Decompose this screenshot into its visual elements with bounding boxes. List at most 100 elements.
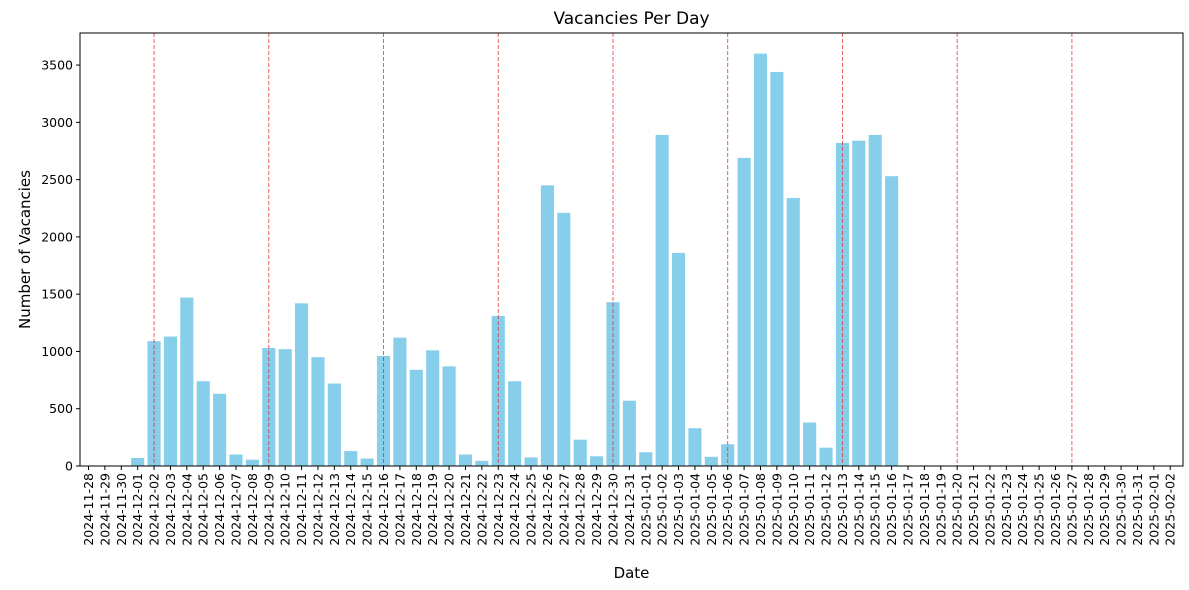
x-tick-label-2025-01-20: 2025-01-20 [950, 473, 965, 546]
bar-2024-12-04 [180, 297, 194, 466]
bar-2024-12-02 [147, 341, 161, 466]
x-tick-label-2024-12-08: 2024-12-08 [245, 473, 260, 546]
bar-2025-01-09 [770, 71, 784, 467]
bar-2024-12-28 [573, 439, 587, 466]
bar-2024-12-10 [278, 349, 292, 466]
y-tick-label-500: 500 [49, 401, 73, 416]
bars-group [131, 53, 899, 467]
x-axis-label: Date [614, 564, 650, 582]
x-tick-label-2024-12-07: 2024-12-07 [229, 473, 244, 546]
bar-2024-12-08 [245, 459, 259, 466]
y-axis-label: Number of Vacancies [16, 170, 34, 329]
bar-2024-12-29 [590, 456, 604, 466]
x-tick-label-2024-12-28: 2024-12-28 [573, 473, 588, 546]
x-axis-ticks: 2024-11-28 2024-11-29 2024-11-30 2024-12-01… [81, 466, 1178, 546]
bar-2024-12-31 [622, 400, 636, 466]
bar-2025-01-02 [655, 134, 669, 466]
bar-2024-12-03 [163, 336, 178, 466]
x-tick-label-2024-12-30: 2024-12-30 [605, 473, 620, 546]
y-tick-label-2500: 2500 [41, 172, 73, 187]
x-tick-label-2025-01-01: 2025-01-01 [638, 473, 653, 546]
bar-2025-01-07 [737, 157, 751, 466]
bar-2025-01-08 [753, 53, 768, 466]
bar-2024-12-20 [442, 366, 456, 466]
x-tick-label-2025-01-24: 2025-01-24 [1015, 473, 1030, 546]
x-tick-label-2025-01-13: 2025-01-13 [835, 473, 850, 546]
x-tick-label-2025-01-04: 2025-01-04 [687, 473, 702, 546]
x-tick-label-2025-01-02: 2025-01-02 [655, 473, 670, 546]
x-tick-label-2024-12-21: 2024-12-21 [458, 473, 473, 546]
x-tick-label-2024-12-09: 2024-12-09 [261, 473, 276, 546]
y-tick-label-1500: 1500 [41, 287, 73, 302]
x-tick-label-2024-12-29: 2024-12-29 [589, 473, 604, 546]
x-tick-label-2025-01-08: 2025-01-08 [753, 473, 768, 546]
x-tick-label-2024-12-17: 2024-12-17 [392, 473, 407, 546]
bar-2024-12-17 [393, 337, 407, 466]
x-tick-label-2025-02-01: 2025-02-01 [1146, 473, 1161, 546]
x-tick-label-2024-12-23: 2024-12-23 [491, 473, 506, 546]
y-tick-label-1000: 1000 [41, 344, 73, 359]
x-tick-label-2025-01-29: 2025-01-29 [1097, 473, 1112, 546]
x-tick-label-2024-12-27: 2024-12-27 [556, 473, 571, 546]
y-axis-ticks: 0 500 1000 1500 2000 2500 3000 3500 [41, 58, 80, 474]
x-tick-label-2025-01-11: 2025-01-11 [802, 473, 817, 546]
x-tick-label-2025-01-17: 2025-01-17 [901, 473, 916, 546]
x-tick-label-2025-01-12: 2025-01-12 [819, 473, 834, 546]
bar-2024-12-11 [295, 303, 309, 466]
x-tick-label-2024-12-12: 2024-12-12 [310, 473, 325, 546]
x-tick-label-2024-12-24: 2024-12-24 [507, 473, 522, 546]
bar-2025-01-16 [885, 176, 899, 466]
bar-2024-12-26 [540, 185, 554, 466]
bar-2024-12-22 [475, 460, 489, 466]
bar-2024-12-25 [524, 457, 538, 466]
bar-2024-12-05 [196, 381, 210, 466]
x-tick-label-2024-12-25: 2024-12-25 [524, 473, 539, 546]
bar-2024-12-18 [409, 369, 423, 466]
x-tick-label-2024-12-06: 2024-12-06 [212, 473, 227, 546]
bar-2024-12-24 [508, 381, 522, 466]
x-tick-label-2024-11-28: 2024-11-28 [81, 473, 96, 546]
x-tick-label-2024-12-02: 2024-12-02 [147, 473, 162, 546]
x-tick-label-2025-01-25: 2025-01-25 [1032, 473, 1047, 546]
x-tick-label-2024-12-15: 2024-12-15 [360, 473, 375, 546]
chart-title: Vacancies Per Day [553, 9, 709, 29]
plot-frame [79, 32, 1184, 467]
x-tick-label-2025-01-14: 2025-01-14 [851, 473, 866, 546]
bar-2025-01-11 [803, 422, 817, 466]
x-tick-label-2025-01-26: 2025-01-26 [1048, 473, 1063, 546]
bar-2024-12-07 [229, 454, 243, 466]
x-tick-label-2025-01-31: 2025-01-31 [1130, 473, 1145, 546]
bar-2024-12-13 [327, 383, 341, 466]
x-tick-label-2024-12-14: 2024-12-14 [343, 473, 358, 546]
x-tick-label-2025-01-05: 2025-01-05 [704, 473, 719, 546]
x-tick-label-2025-01-19: 2025-01-19 [933, 473, 948, 546]
weekly-marker-lines [153, 33, 1073, 466]
x-tick-label-2024-12-16: 2024-12-16 [376, 473, 391, 546]
x-tick-label-2025-01-16: 2025-01-16 [884, 473, 899, 546]
bar-2025-01-10 [786, 197, 800, 466]
bar-2024-12-12 [311, 357, 325, 466]
x-tick-label-2024-12-20: 2024-12-20 [442, 473, 457, 546]
x-tick-label-2024-12-03: 2024-12-03 [163, 473, 178, 546]
y-tick-label-3500: 3500 [41, 58, 73, 73]
x-tick-label-2025-01-10: 2025-01-10 [786, 473, 801, 546]
x-tick-label-2024-11-30: 2024-11-30 [114, 473, 129, 546]
x-tick-label-2024-12-11: 2024-12-11 [294, 473, 309, 546]
bar-2025-01-04 [688, 428, 702, 466]
bar-2025-01-14 [852, 140, 866, 466]
x-tick-label-2025-02-02: 2025-02-02 [1163, 473, 1178, 546]
x-tick-label-2025-01-21: 2025-01-21 [966, 473, 981, 546]
x-tick-label-2024-12-01: 2024-12-01 [130, 473, 145, 546]
x-tick-label-2025-01-27: 2025-01-27 [1064, 473, 1079, 546]
x-tick-label-2025-01-06: 2025-01-06 [720, 473, 735, 546]
bar-2024-12-15 [360, 458, 374, 466]
x-tick-label-2024-11-29: 2024-11-29 [97, 473, 112, 546]
bar-2025-01-03 [671, 252, 686, 466]
bar-2025-01-15 [868, 134, 882, 466]
bar-2024-12-19 [426, 350, 440, 466]
bar-2024-12-14 [344, 451, 358, 466]
y-tick-label-2000: 2000 [41, 229, 73, 244]
bar-2024-12-27 [557, 212, 571, 466]
bar-2025-01-01 [639, 452, 653, 466]
